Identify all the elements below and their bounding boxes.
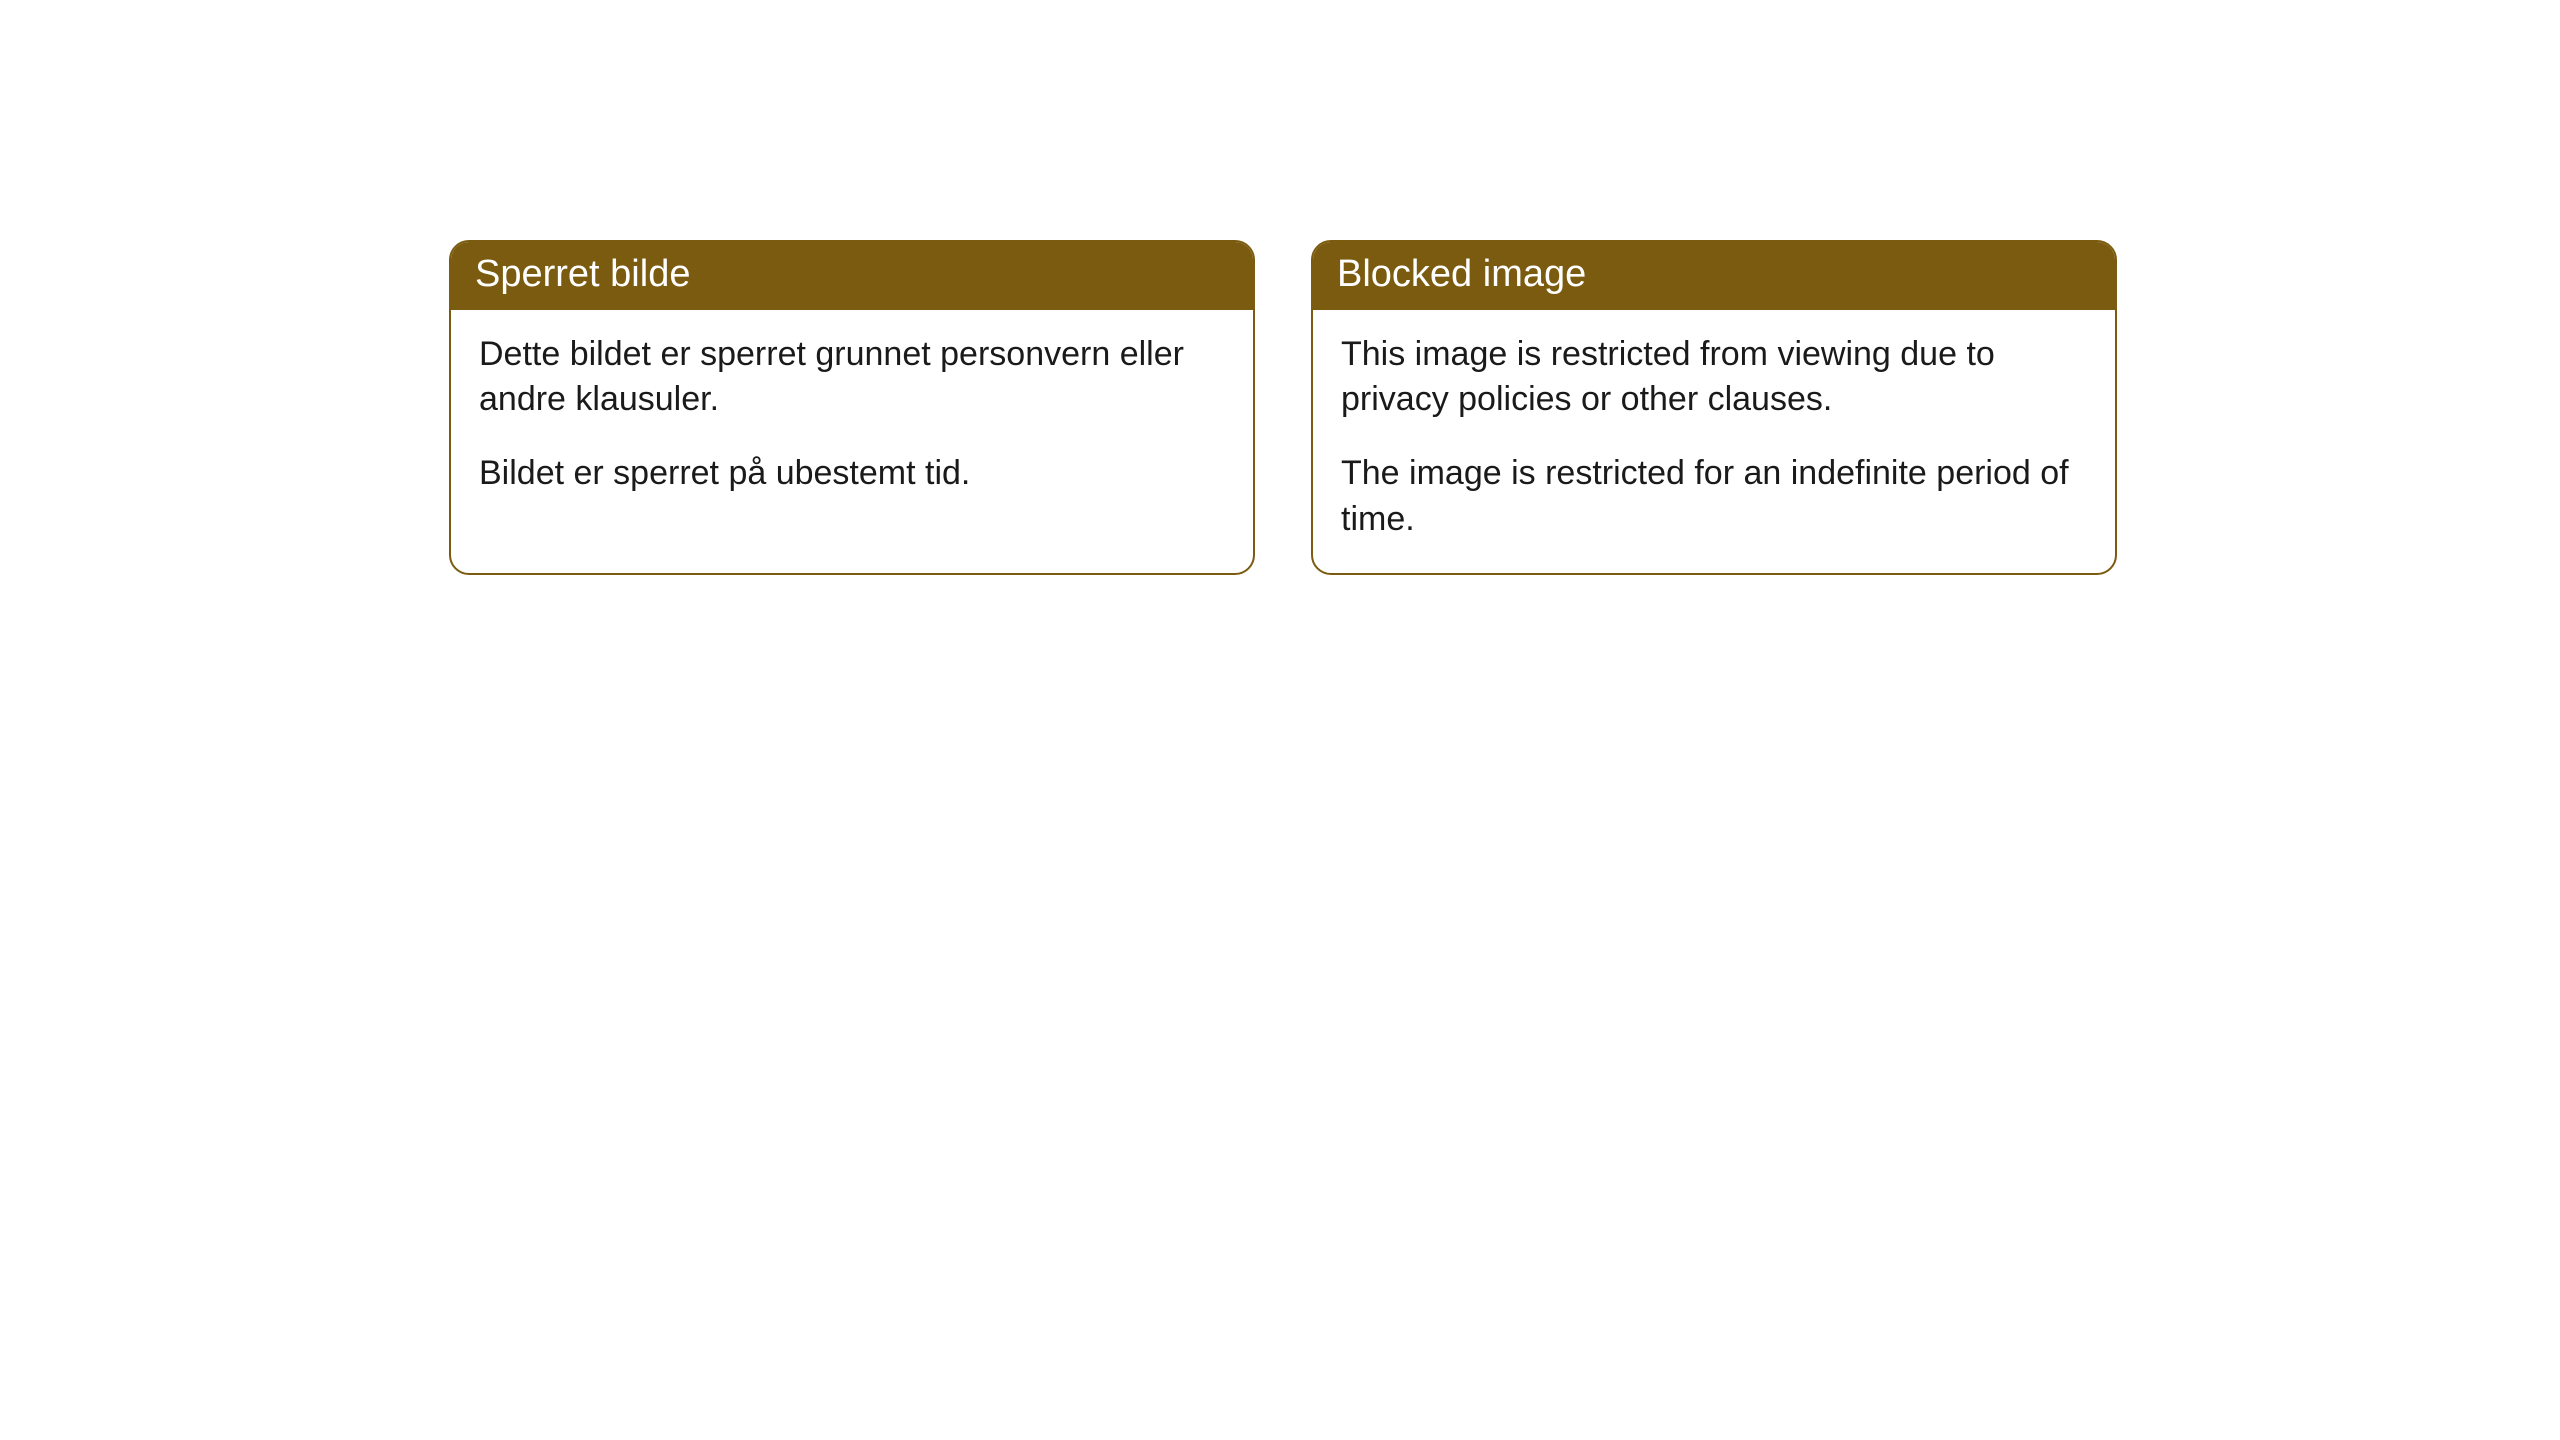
notice-card-norwegian: Sperret bilde Dette bildet er sperret gr… bbox=[449, 240, 1255, 575]
card-header: Sperret bilde bbox=[451, 242, 1253, 310]
card-body: Dette bildet er sperret grunnet personve… bbox=[451, 310, 1253, 528]
notice-cards-container: Sperret bilde Dette bildet er sperret gr… bbox=[449, 240, 2117, 575]
card-paragraph: Dette bildet er sperret grunnet personve… bbox=[479, 332, 1225, 424]
card-body: This image is restricted from viewing du… bbox=[1313, 310, 2115, 574]
card-paragraph: The image is restricted for an indefinit… bbox=[1341, 451, 2087, 543]
notice-card-english: Blocked image This image is restricted f… bbox=[1311, 240, 2117, 575]
card-header: Blocked image bbox=[1313, 242, 2115, 310]
card-paragraph: This image is restricted from viewing du… bbox=[1341, 332, 2087, 424]
card-paragraph: Bildet er sperret på ubestemt tid. bbox=[479, 451, 1225, 497]
